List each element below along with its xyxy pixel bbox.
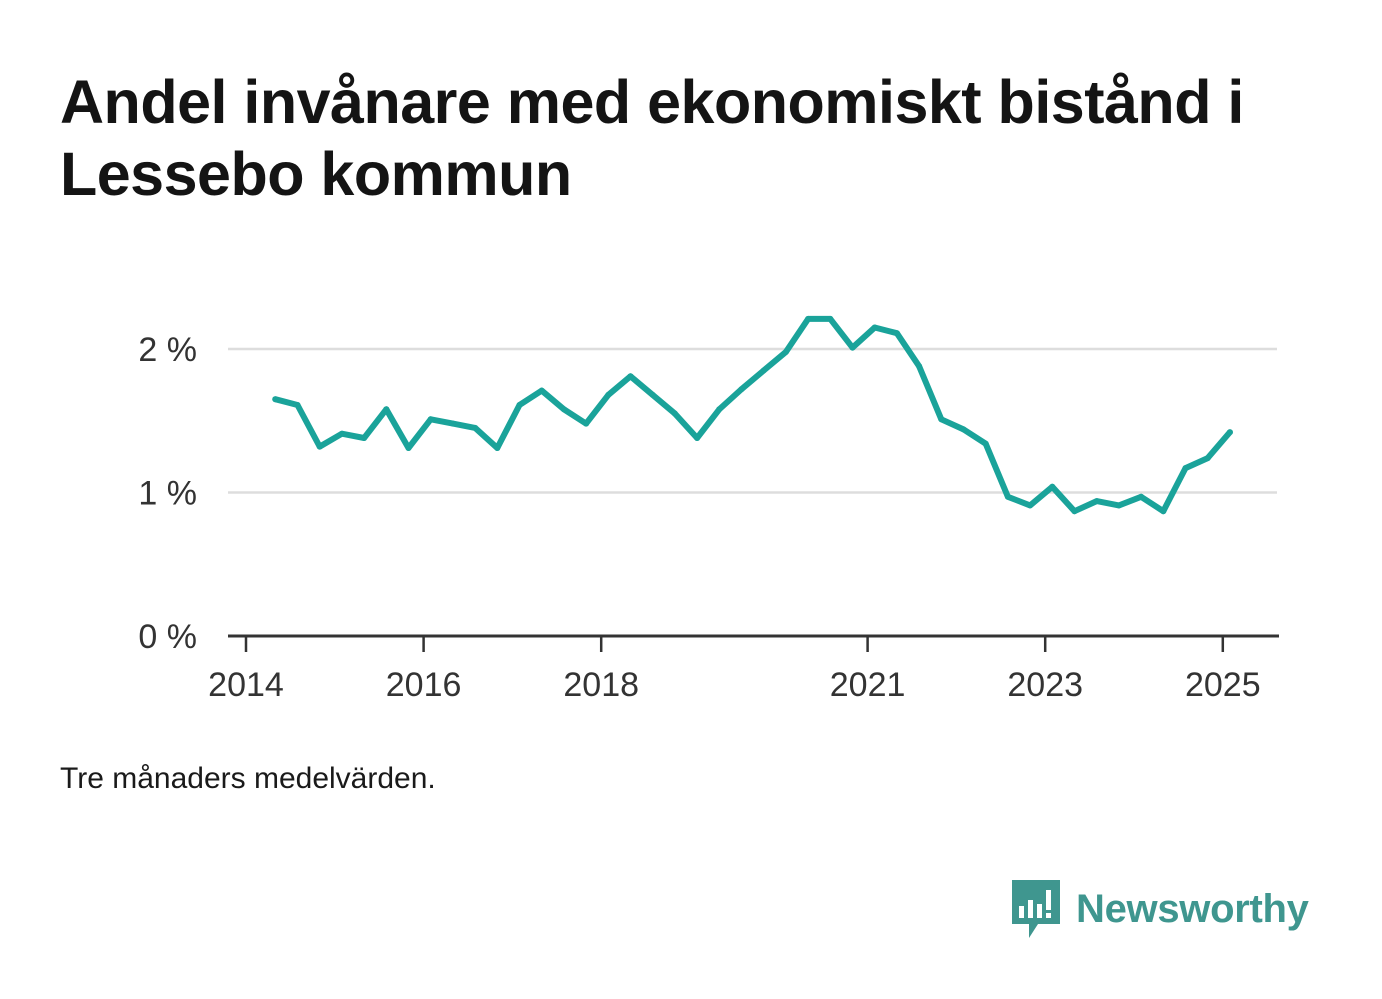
data-point: [982, 440, 989, 447]
data-point: [427, 416, 434, 423]
y-tick-label: 1 %: [138, 475, 197, 513]
brand-logo: Newsworthy: [1010, 878, 1309, 940]
x-tick-label: 2014: [208, 666, 284, 704]
newsworthy-logo-icon: [1012, 880, 1060, 938]
brand-name: Newsworthy: [1076, 886, 1309, 931]
data-point: [827, 315, 834, 322]
y-tick-label: 2 %: [138, 331, 197, 369]
x-tick-label: 2016: [386, 666, 462, 704]
data-point: [560, 406, 567, 413]
x-axis-ticks: 2014 2016 2018 2021 2023 2025: [208, 636, 1261, 704]
data-point: [694, 435, 701, 441]
chart-title: Andel invånare med ekonomiskt bistånd i …: [60, 68, 1244, 208]
data-point: [938, 416, 945, 423]
data-point: [1226, 429, 1233, 436]
data-point: [1004, 493, 1011, 500]
data-point: [1093, 498, 1100, 505]
data-point: [649, 391, 656, 398]
footnote: Tre månaders medelvärden.: [60, 762, 436, 795]
x-tick-label: 2025: [1185, 666, 1261, 704]
data-point: [316, 443, 323, 450]
data-point: [272, 396, 279, 403]
data-point: [494, 445, 501, 451]
data-point: [782, 348, 789, 355]
data-point: [538, 387, 545, 394]
data-point: [916, 363, 923, 370]
grid-lines: [228, 347, 1277, 494]
data-point: [1138, 493, 1145, 500]
data-point: [871, 324, 878, 331]
data-point: [805, 315, 812, 322]
data-point: [760, 367, 767, 374]
data-point: [738, 386, 745, 393]
data-point: [383, 406, 390, 413]
data-point: [716, 406, 723, 413]
data-point: [1204, 455, 1211, 462]
x-tick-label: 2023: [1007, 666, 1083, 704]
y-tick-label: 0 %: [138, 618, 197, 656]
data-point: [849, 344, 856, 351]
data-point: [449, 420, 456, 427]
data-point: [1049, 483, 1056, 490]
y-axis-labels: 0 % 1 % 2 %: [138, 331, 197, 656]
x-tick-label: 2018: [563, 666, 639, 704]
data-point: [1115, 502, 1122, 509]
data-point: [516, 402, 523, 408]
data-point: [361, 435, 368, 441]
data-point: [960, 426, 967, 433]
data-point: [1182, 465, 1189, 472]
data-point: [1027, 502, 1034, 509]
data-point: [294, 402, 301, 408]
data-point: [405, 445, 412, 451]
data-point: [1160, 508, 1167, 515]
series-line-0: [272, 315, 1233, 515]
data-point: [1071, 508, 1078, 515]
series-group: [272, 315, 1233, 515]
data-point: [605, 391, 612, 398]
data-point: [472, 424, 479, 431]
data-point: [583, 420, 590, 427]
data-point: [627, 373, 634, 380]
x-tick-label: 2021: [830, 666, 906, 704]
data-point: [671, 410, 678, 417]
data-point: [338, 430, 345, 437]
data-point: [893, 330, 900, 337]
